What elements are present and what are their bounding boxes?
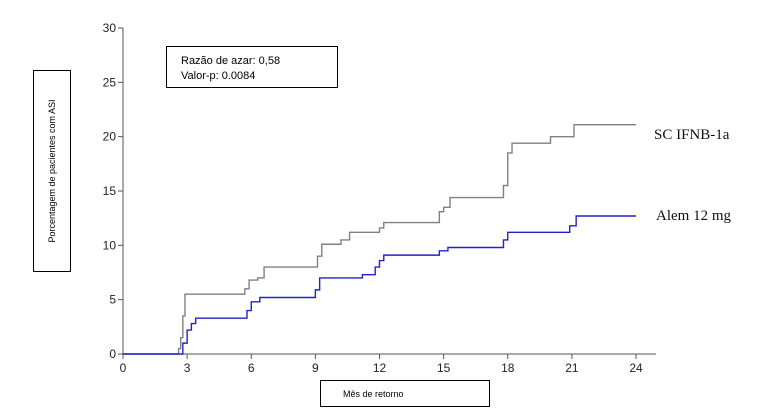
x-tick-label: 3 <box>184 361 191 375</box>
series-label-sc-ifnb: SC IFNB-1a <box>654 127 730 143</box>
y-tick-label: 15 <box>103 184 117 198</box>
y-tick-label: 10 <box>103 238 117 252</box>
y-axis-label-box: Porcentagem de pacientes com ASI <box>33 70 71 272</box>
series-line-1 <box>123 215 636 355</box>
series-line-0 <box>123 124 636 355</box>
x-axis-label: Mês de retorno <box>343 389 404 399</box>
p-value-text: Valor-p: 0.0084 <box>181 70 256 82</box>
series-layer <box>123 124 636 355</box>
x-tick-label: 6 <box>248 361 255 375</box>
axes: 0 5 10 15 20 25 30 0 3 6 9 12 15 18 21 24 <box>103 21 656 375</box>
x-tick-label: 12 <box>373 361 387 375</box>
x-tick-label: 0 <box>120 361 127 375</box>
y-tick-label: 25 <box>103 75 117 89</box>
y-tick-label: 30 <box>103 21 117 35</box>
y-axis-label: Porcentagem de pacientes com ASI <box>47 99 57 243</box>
hazard-ratio-text: Razão de azar: 0,58 <box>181 55 281 67</box>
series-label-alem: Alem 12 mg <box>656 208 731 224</box>
x-tick-label: 24 <box>629 361 643 375</box>
stats-box: Razão de azar: 0,58 Valor-p: 0.0084 <box>166 46 338 88</box>
y-tick-label: 0 <box>109 347 116 361</box>
y-tick-label: 20 <box>103 130 117 144</box>
x-axis-label-box: Mês de retorno <box>320 380 490 407</box>
x-tick-label: 18 <box>501 361 515 375</box>
x-tick-label: 21 <box>565 361 579 375</box>
x-tick-label: 9 <box>312 361 319 375</box>
y-tick-label: 5 <box>109 293 116 307</box>
x-tick-label: 15 <box>437 361 451 375</box>
